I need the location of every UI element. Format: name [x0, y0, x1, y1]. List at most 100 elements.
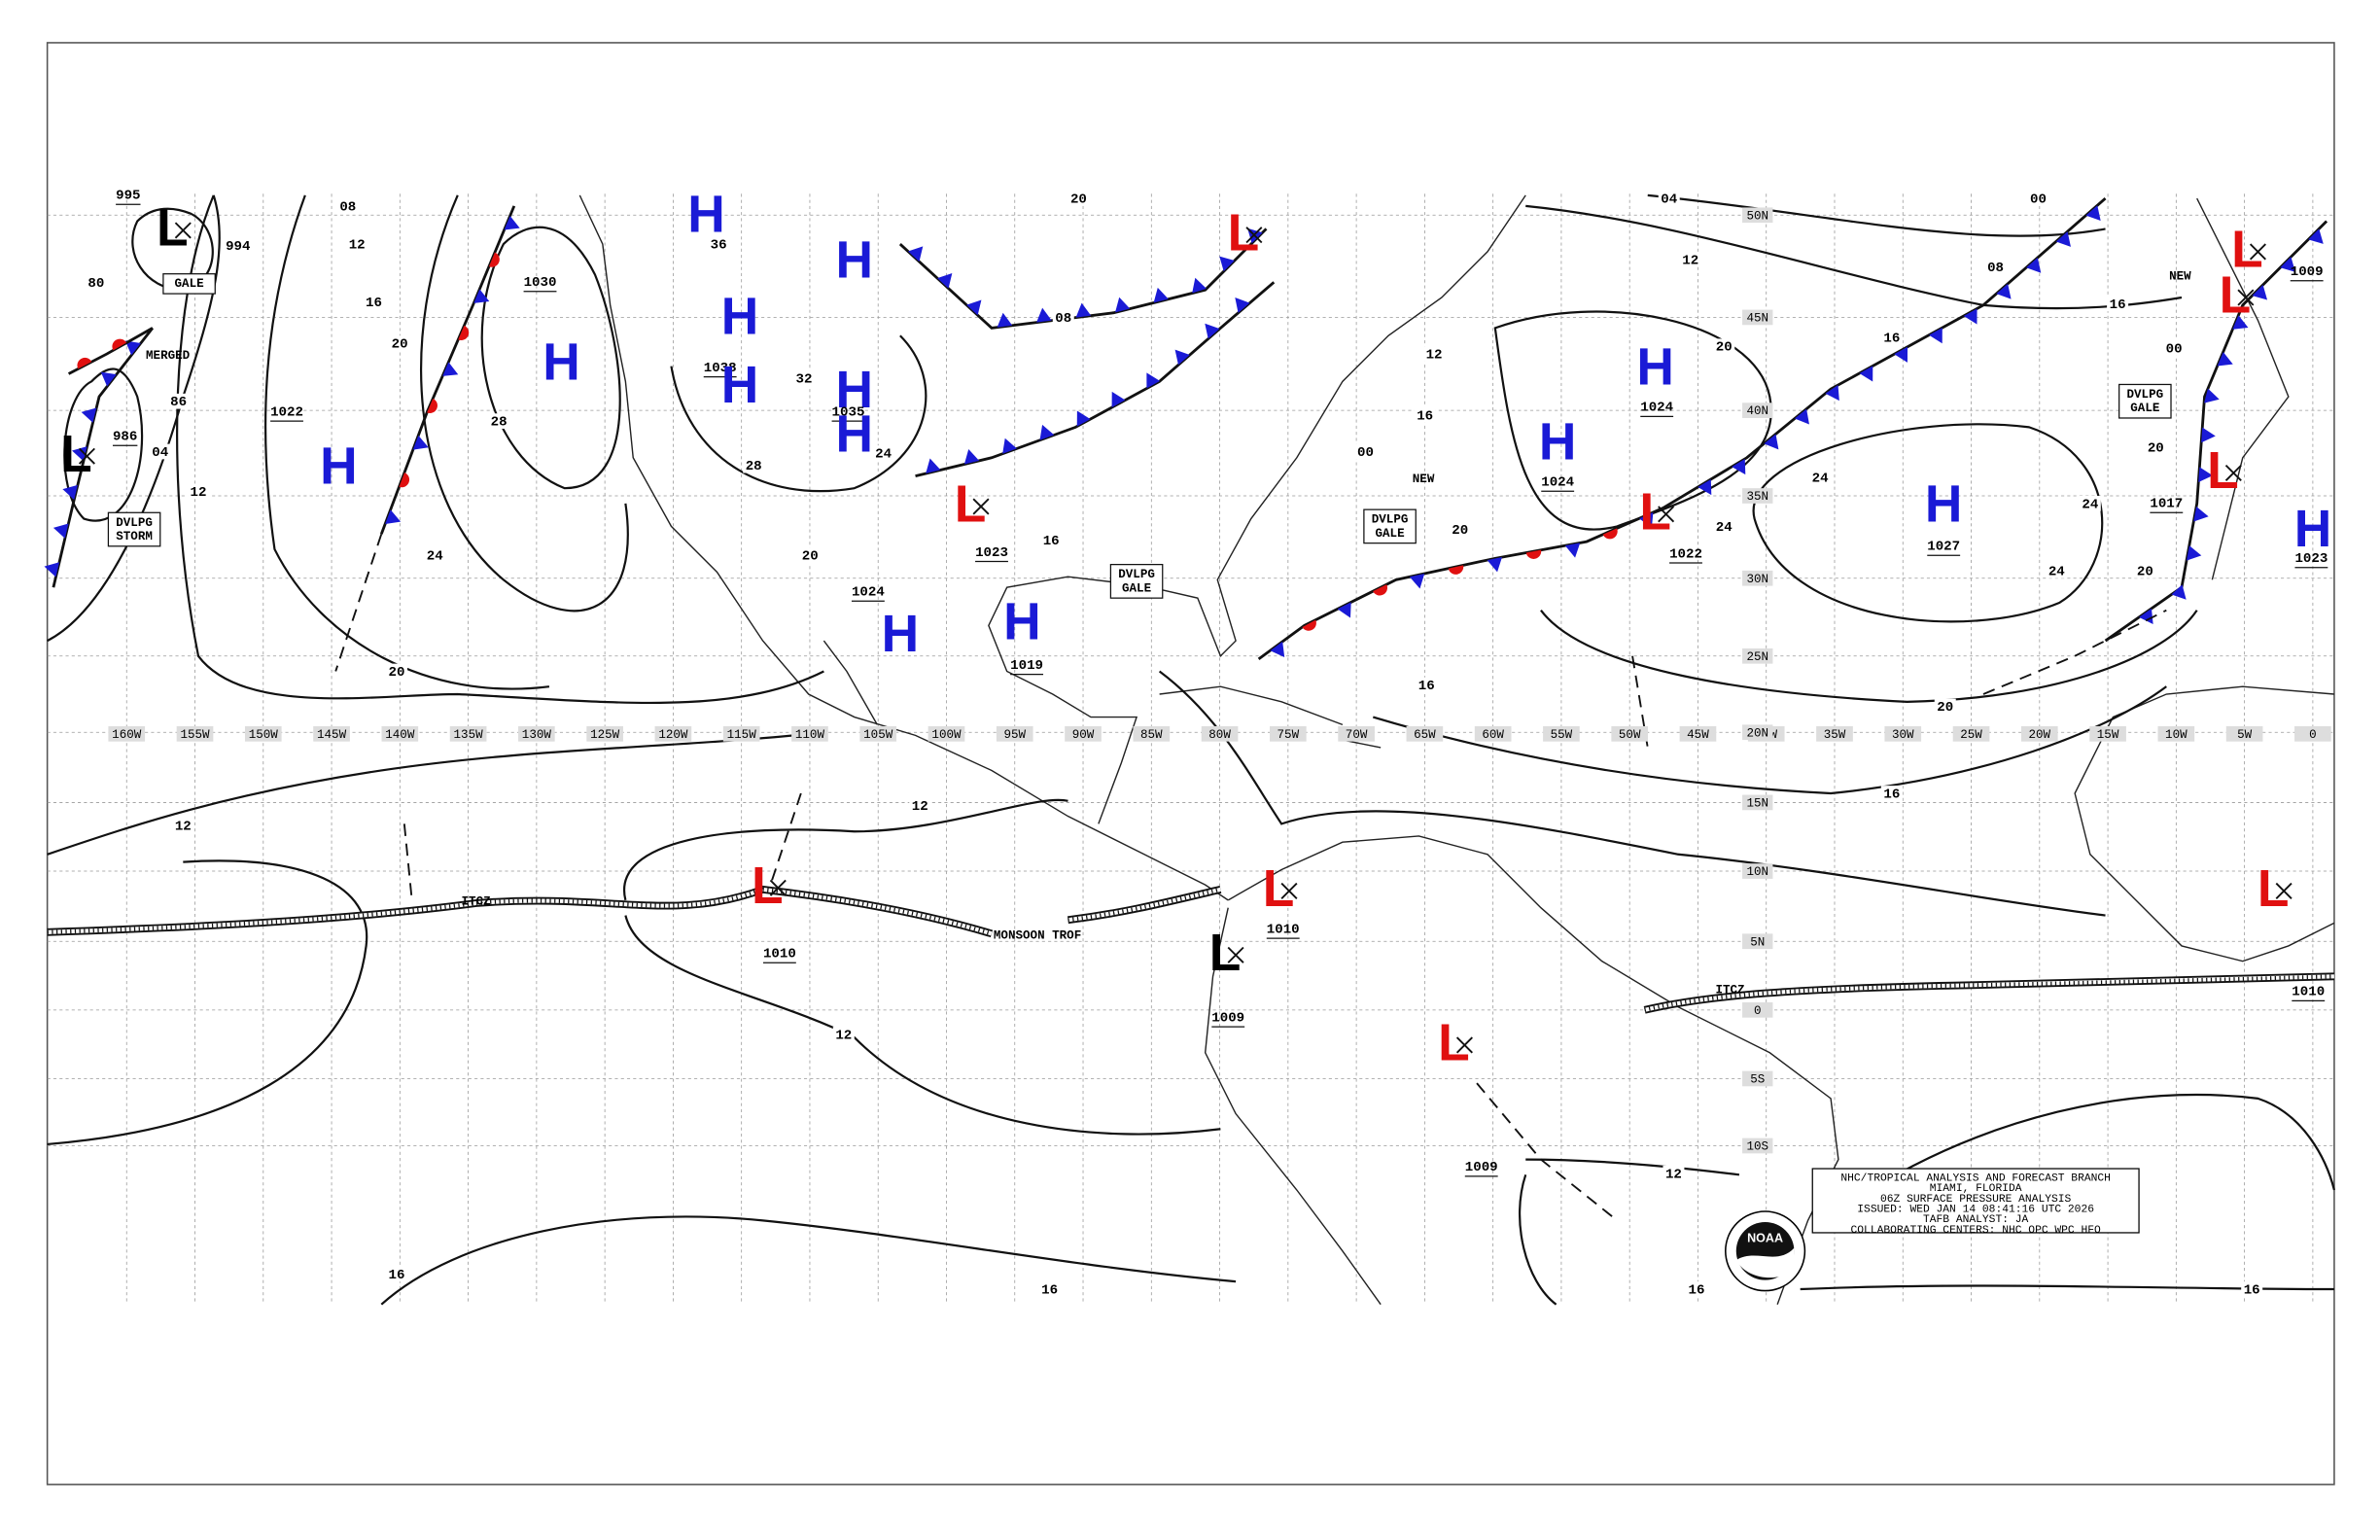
cold-front-symbol [2201, 427, 2216, 443]
labels: 160W 155W 150W 145W 140W 135W 130W 125W 120W 115W… [60, 187, 2331, 1299]
cold-front-symbol [963, 448, 980, 465]
longitude-label: 105W [863, 728, 893, 742]
warm-front-symbol [458, 325, 470, 340]
cold-front-symbol [997, 312, 1013, 328]
central-pressure: 1009 [1465, 1160, 1498, 1175]
annotation: NEW [2169, 269, 2191, 283]
cold-front-symbol [2204, 388, 2220, 403]
cold-front-symbol [385, 509, 402, 524]
cold-front-symbol [44, 562, 60, 578]
longitude-label-box [2294, 725, 2331, 742]
cold-front-symbol [1036, 307, 1052, 323]
longitude-label: 65W [1414, 728, 1436, 742]
annotation: GALE [1122, 581, 1152, 595]
annotation: STORM [116, 530, 153, 543]
pressure-center-symbol: L [157, 200, 189, 258]
longitude-label-box [1679, 725, 1717, 742]
isobar-label: 20 [392, 337, 408, 353]
longitude-label: 160W [112, 728, 142, 742]
longitude-label: 120W [658, 728, 688, 742]
cold-front-symbol [2139, 608, 2153, 624]
isobar-label: 28 [491, 415, 508, 431]
longitude-label: 80W [1208, 728, 1231, 742]
isobars [47, 193, 2335, 1306]
warm-front-symbol [1525, 549, 1542, 559]
isobar-label-bg [1713, 338, 1735, 355]
isobar-label-bg [1679, 251, 1701, 267]
longitude-label-box [2089, 725, 2126, 742]
latitude-label: 45N [1746, 312, 1768, 326]
longitude-label-box [1065, 725, 1102, 742]
isobar-label: 12 [1665, 1167, 1682, 1182]
isobar-label-bg [1662, 1165, 1685, 1181]
annotation: MONSOON TROF [994, 928, 1081, 942]
isobar-label-bg [336, 198, 359, 214]
itcz-inner [1644, 974, 2334, 1012]
cold-front-symbol [473, 289, 490, 303]
isobar-label-bg [1809, 470, 1832, 486]
annotation: ITCZ [462, 895, 491, 909]
pressure-center-symbol: H [836, 362, 874, 419]
annotation: MERGED [146, 349, 191, 363]
annotation: DVLPG [116, 516, 153, 530]
isobar [380, 1215, 1237, 1306]
warm-front-symbol [1448, 565, 1464, 575]
front [1257, 507, 1664, 661]
isobar-label: 16 [1041, 1283, 1058, 1299]
isobar-label-bg [1658, 191, 1680, 206]
central-pressure: 1022 [270, 404, 303, 420]
coastline [1204, 907, 1382, 1306]
warm-front-symbol [399, 472, 410, 488]
longitude-label: 100W [931, 728, 962, 742]
itcz-inner [47, 887, 993, 936]
isobar-label: 16 [2110, 298, 2126, 313]
annotation: GALE [175, 277, 205, 291]
longitude-label-box [449, 725, 487, 742]
longitude-label-box [1816, 725, 1853, 742]
longitude-label: 125W [590, 728, 620, 742]
central-pressure: 1023 [975, 545, 1008, 561]
latitude-label: 15N [1746, 797, 1768, 811]
cold-front-symbol [1487, 557, 1502, 573]
isobar-label-bg [872, 445, 894, 461]
cold-front-symbol [2187, 545, 2202, 561]
isobar-label: 00 [2030, 192, 2047, 208]
info-line: NHC/TROPICAL ANALYSIS AND FORECAST BRANC… [1840, 1172, 2111, 1184]
latitude-label-box [1742, 1001, 1773, 1018]
cold-front-symbol [100, 371, 117, 387]
annotation-box [107, 511, 161, 547]
isobar-label-bg [1052, 309, 1074, 326]
cold-front-symbol [1174, 349, 1190, 366]
cold-front-symbol [1764, 434, 1779, 450]
pressure-center-symbol: L [2207, 442, 2239, 500]
center-mark [2275, 882, 2292, 899]
central-pressure: 1024 [852, 585, 885, 601]
isobar [1752, 423, 2104, 623]
latitude-label-box [1742, 648, 1773, 664]
longitude-label: 95W [1003, 728, 1026, 742]
longitude-label: 20W [2029, 728, 2051, 742]
pressure-center-symbol: L [1438, 1015, 1470, 1072]
isobar-label-bg [85, 274, 107, 291]
latitude-label: 30N [1746, 573, 1768, 586]
isobar-label: 24 [875, 447, 892, 463]
annotation: NEW [1413, 472, 1435, 486]
longitude-label-box [859, 725, 897, 742]
isobar-label-bg [1934, 698, 1956, 715]
longitude-label-box [654, 725, 692, 742]
pressure-center-symbol: H [320, 438, 358, 495]
longitude-label-box [1201, 725, 1239, 742]
longitude-label-box [1611, 725, 1649, 742]
cold-front-symbol [1996, 283, 2012, 299]
isobar-label: 16 [1417, 408, 1433, 424]
longitude-label-box [586, 725, 623, 742]
isobar-label-bg [424, 547, 446, 564]
pressure-center-symbol: H [2294, 501, 2332, 558]
central-pressure: 1030 [524, 275, 557, 291]
cold-front-symbol [52, 523, 69, 539]
latitude-label-box [1742, 309, 1773, 326]
central-pressure: 1019 [1010, 658, 1043, 674]
pressure-center-symbol: H [882, 606, 920, 663]
pressure-center-symbol: L [1263, 860, 1295, 918]
